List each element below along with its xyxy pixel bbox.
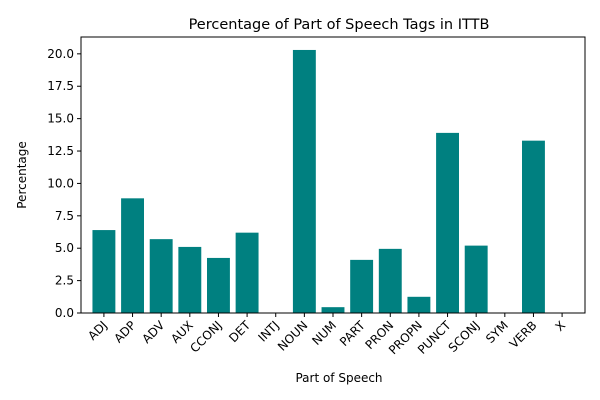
x-tick-label: NUM <box>309 318 339 348</box>
bar-adp <box>121 198 144 313</box>
bar-part <box>350 259 374 313</box>
x-tick-label: PUNCT <box>415 318 454 357</box>
bars-group <box>92 49 545 314</box>
y-tick-label: 15.0 <box>47 112 74 126</box>
x-tick-label: VERB <box>507 318 540 351</box>
bar-adj <box>92 230 116 313</box>
bar-adv <box>149 239 173 313</box>
y-tick-label: 7.5 <box>55 209 74 223</box>
bar-punct <box>436 132 459 313</box>
x-tick-label: ADJ <box>85 318 110 343</box>
bar-num <box>321 307 345 313</box>
bar-det <box>235 232 259 313</box>
x-tick-label: CCONJ <box>187 318 224 355</box>
bar-sconj <box>464 245 488 313</box>
bar-propn <box>407 296 431 313</box>
x-axis-label: Part of Speech <box>295 371 382 385</box>
y-axis: 0.0 2.5 5.0 7.5 10.0 12.5 15.0 17.5 20.0 <box>47 47 81 320</box>
y-tick-label: 20.0 <box>47 47 74 61</box>
y-tick-label: 2.5 <box>55 274 74 288</box>
y-tick-label: 0.0 <box>55 306 74 320</box>
y-tick-label: 10.0 <box>47 176 74 190</box>
y-tick-label: 17.5 <box>47 79 74 93</box>
x-tick-label: NOUN <box>275 318 310 353</box>
x-tick-label: ADV <box>139 318 167 346</box>
x-tick-label: X <box>552 318 568 334</box>
x-tick-label: ADP <box>111 318 138 345</box>
bar-noun <box>292 49 316 314</box>
y-axis-label: Percentage <box>15 141 29 209</box>
bar-aux <box>178 246 202 313</box>
plot-frame <box>80 36 586 314</box>
y-tick-label: 12.5 <box>47 144 74 158</box>
bar-pron <box>378 248 402 313</box>
x-tick-label: DET <box>226 318 253 345</box>
bar-verb <box>522 140 545 313</box>
bar-cconj <box>207 257 230 313</box>
x-tick-label: SCONJ <box>446 318 483 355</box>
chart-title: Percentage of Part of Speech Tags in ITT… <box>189 17 490 33</box>
y-tick-label: 5.0 <box>55 241 74 255</box>
